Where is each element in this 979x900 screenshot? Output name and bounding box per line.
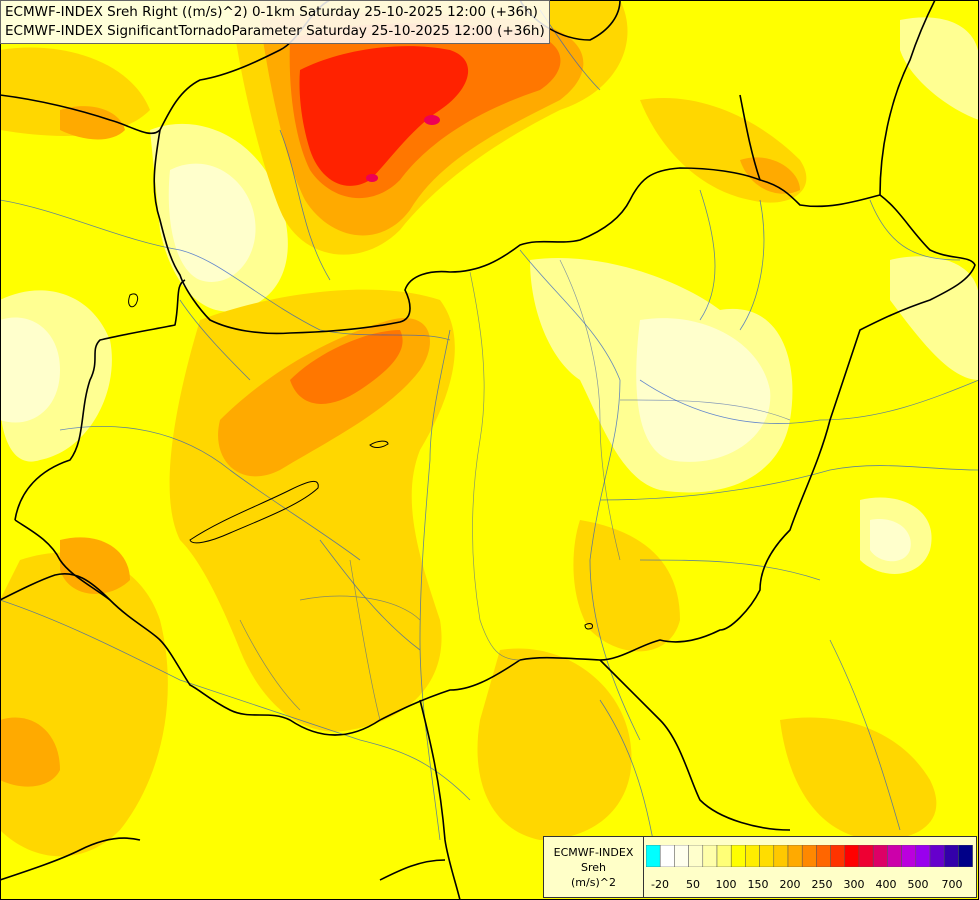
legend-tick-label: 200 xyxy=(780,878,801,891)
legend-unit: (m/s)^2 xyxy=(571,876,616,889)
legend-swatch xyxy=(659,845,675,867)
legend-swatch xyxy=(646,845,661,867)
lakes xyxy=(128,293,593,630)
legend-swatch xyxy=(801,845,817,867)
title-line-1: ECMWF-INDEX Sreh Right ((m/s)^2) 0-1km S… xyxy=(5,4,538,20)
legend-swatch xyxy=(958,845,973,867)
legend-tick-label: -20 xyxy=(651,878,669,891)
rivers xyxy=(0,9,979,881)
legend-swatch xyxy=(702,845,718,867)
legend-swatch xyxy=(844,845,860,867)
legend-swatch xyxy=(816,845,831,867)
legend-swatch xyxy=(730,845,746,867)
legend-swatch xyxy=(887,845,902,867)
legend-tick-label: 400 xyxy=(876,878,897,891)
legend-tick-label: 500 xyxy=(908,878,929,891)
legend-tick-label: 150 xyxy=(748,878,769,891)
legend-swatch xyxy=(745,845,760,867)
legend-swatch xyxy=(943,845,959,867)
legend-caption: ECMWF-INDEX Sreh (m/s)^2 xyxy=(544,837,644,897)
color-legend: ECMWF-INDEX Sreh (m/s)^2 -20 50 100 150 200 2… xyxy=(543,836,977,898)
legend-tick-labels: -20 50 100 150 200 250 300 400 500 700 xyxy=(651,878,963,891)
legend-variable: Sreh xyxy=(580,861,606,874)
regional-borders xyxy=(239,259,791,721)
legend-swatch xyxy=(674,845,689,867)
legend-tick-label: 700 xyxy=(942,878,963,891)
red-zones xyxy=(299,46,469,186)
legend-tick-label: 100 xyxy=(716,878,737,891)
map-title-box: ECMWF-INDEX Sreh Right ((m/s)^2) 0-1km S… xyxy=(0,0,550,44)
legend-swatch xyxy=(915,845,931,867)
legend-swatch xyxy=(759,845,775,867)
magenta-spot xyxy=(366,115,440,182)
legend-source: ECMWF-INDEX xyxy=(553,846,634,859)
legend-swatch xyxy=(901,845,917,867)
legend-swatch xyxy=(688,845,704,867)
legend-swatch xyxy=(773,845,789,867)
legend-tick-label: 250 xyxy=(812,878,833,891)
legend-swatch xyxy=(787,845,803,867)
legend-tick-label: 50 xyxy=(686,878,700,891)
legend-swatch xyxy=(858,845,874,867)
legend-swatches xyxy=(646,845,973,867)
legend-swatch xyxy=(929,845,945,867)
legend-swatch xyxy=(872,845,888,867)
title-line-2: ECMWF-INDEX SignificantTornadoParameter … xyxy=(5,23,545,39)
legend-swatch xyxy=(830,845,846,867)
legend-swatch xyxy=(716,845,732,867)
very-pale-zones xyxy=(0,163,911,562)
legend-tick-label: 300 xyxy=(844,878,865,891)
